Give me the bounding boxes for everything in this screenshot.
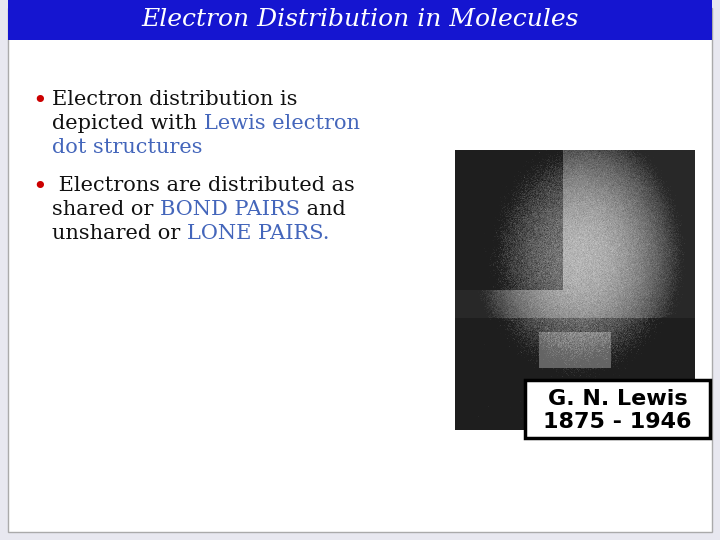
Text: 1875 - 1946: 1875 - 1946 <box>544 412 692 432</box>
Text: dot structures: dot structures <box>52 138 202 157</box>
FancyBboxPatch shape <box>525 380 710 438</box>
Text: Electron distribution is: Electron distribution is <box>52 90 297 109</box>
Text: BOND PAIRS: BOND PAIRS <box>160 200 300 219</box>
Text: shared or: shared or <box>52 200 160 219</box>
Text: depicted with: depicted with <box>52 114 204 133</box>
Text: •: • <box>32 176 47 199</box>
Text: •: • <box>32 90 47 113</box>
Text: LONE PAIRS.: LONE PAIRS. <box>187 224 329 243</box>
Text: Electron Distribution in Molecules: Electron Distribution in Molecules <box>141 9 579 31</box>
Text: G. N. Lewis: G. N. Lewis <box>548 389 688 409</box>
Text: and: and <box>300 200 346 219</box>
Bar <box>8 0 712 40</box>
Text: unshared or: unshared or <box>52 224 187 243</box>
Text: Lewis electron: Lewis electron <box>204 114 359 133</box>
Text: Electrons are distributed as: Electrons are distributed as <box>52 176 355 195</box>
